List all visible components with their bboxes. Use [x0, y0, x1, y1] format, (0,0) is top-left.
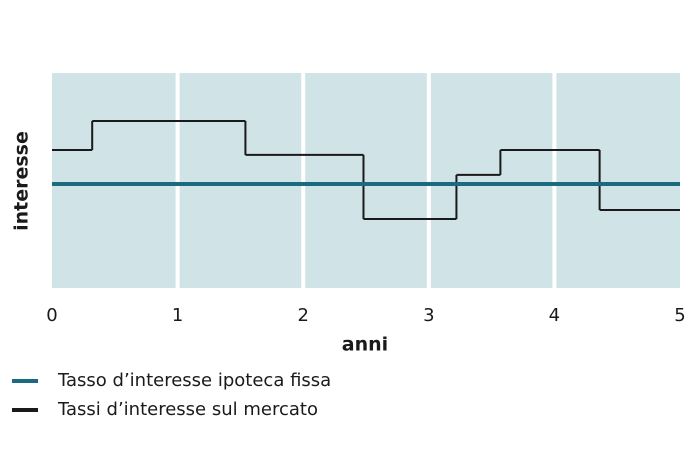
- x-tick-label: 1: [172, 305, 183, 326]
- y-axis-label: interesse: [11, 131, 33, 231]
- x-axis-label: anni: [342, 334, 388, 356]
- x-tick-label: 3: [423, 305, 434, 326]
- legend-label: Tasso d’interesse ipoteca fissa: [57, 370, 331, 391]
- x-tick-label: 0: [46, 305, 57, 326]
- x-tick-label: 2: [297, 305, 308, 326]
- legend-label: Tassi d’interesse sul mercato: [57, 399, 318, 420]
- plot-background: [52, 73, 680, 288]
- x-tick-label: 4: [549, 305, 560, 326]
- x-tick-label: 5: [674, 305, 685, 326]
